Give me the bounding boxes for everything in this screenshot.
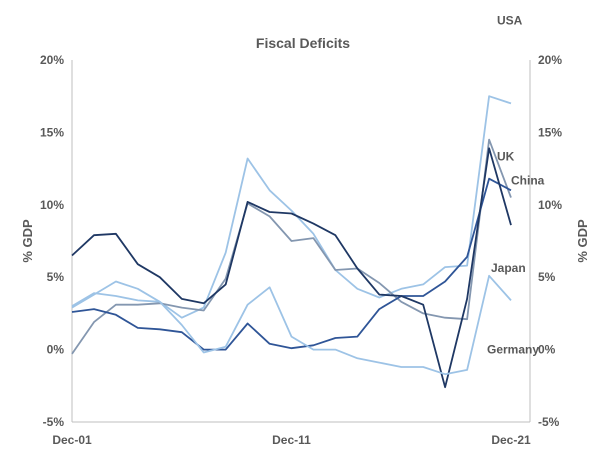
series-label-uk: UK bbox=[497, 150, 515, 164]
y-tick-label-right: 20% bbox=[538, 53, 562, 67]
axes bbox=[71, 60, 531, 423]
x-tick-label: Dec-11 bbox=[272, 433, 311, 447]
y-tick-label-right: 15% bbox=[538, 125, 562, 139]
y-tick-label-left: 10% bbox=[40, 198, 64, 212]
y-tick-label-left: -5% bbox=[43, 415, 65, 429]
series-labels: USA UK China Japan Germany bbox=[487, 13, 545, 356]
x-tick-labels: Dec-01 Dec-11 Dec-21 bbox=[52, 433, 531, 447]
series-line-usa bbox=[71, 95, 512, 319]
right-y-axis-label: % GDP bbox=[575, 219, 590, 263]
chart-title: Fiscal Deficits bbox=[256, 35, 350, 51]
series-line-uk bbox=[71, 138, 512, 355]
x-tick-label: Dec-01 bbox=[52, 433, 92, 447]
right-y-tick-labels: -5% 0% 5% 10% 15% 20% bbox=[538, 53, 562, 429]
series-label-usa: USA bbox=[497, 13, 523, 27]
y-tick-label-right: -5% bbox=[538, 415, 560, 429]
left-y-tick-labels: -5% 0% 5% 10% 15% 20% bbox=[40, 53, 64, 429]
y-tick-label-left: 15% bbox=[40, 125, 64, 139]
series-line-germany bbox=[71, 274, 512, 376]
y-tick-label-right: 5% bbox=[538, 270, 556, 284]
series-label-china: China bbox=[511, 173, 545, 187]
left-y-axis-label: % GDP bbox=[20, 219, 35, 263]
y-tick-label-right: 10% bbox=[538, 198, 562, 212]
y-tick-label-right: 0% bbox=[538, 343, 556, 357]
y-tick-label-left: 0% bbox=[47, 343, 65, 357]
x-tick-label: Dec-21 bbox=[491, 433, 531, 447]
y-tick-label-left: 20% bbox=[40, 53, 64, 67]
series-label-japan: Japan bbox=[491, 261, 526, 275]
series-lines bbox=[71, 95, 512, 389]
series-label-germany: Germany bbox=[487, 342, 539, 356]
series-line-china bbox=[71, 177, 512, 351]
series-line-japan bbox=[71, 147, 512, 389]
y-tick-label-left: 5% bbox=[47, 270, 65, 284]
